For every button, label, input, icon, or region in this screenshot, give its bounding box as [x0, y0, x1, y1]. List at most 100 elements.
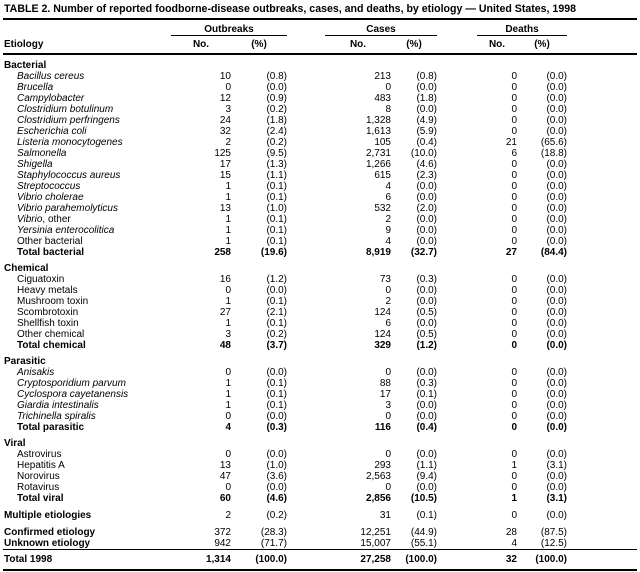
etiology-cell: Shigella: [3, 159, 171, 170]
section-header-row: Chemical: [3, 258, 637, 274]
value-cell: (0.0): [546, 378, 568, 389]
value-cell: 13: [219, 460, 231, 471]
value-cell: (0.0): [546, 285, 568, 296]
value-cell: 47: [219, 471, 231, 482]
value-cell: 0: [385, 285, 391, 296]
etiology-cell: Astrovirus: [3, 449, 171, 460]
value-cell: (0.0): [416, 181, 437, 192]
value-cell: 532: [374, 203, 391, 214]
etiology-cell: Campylobacter: [3, 93, 171, 104]
table-row: Scombrotoxin 27 (2.1) 124 (0.5) 0 (0.0): [3, 307, 637, 318]
value-cell: 2: [385, 296, 391, 307]
column-header-outbreaks-pct: (%): [231, 35, 287, 55]
value-cell: 8,919: [365, 247, 391, 258]
value-cell: 0: [511, 104, 517, 115]
value-cell: (0.1): [266, 400, 287, 411]
value-cell: 8: [385, 104, 391, 115]
value-cell: 0: [511, 225, 517, 236]
value-cell: 60: [219, 493, 231, 504]
etiology-label: Ciguatoxin: [17, 274, 65, 285]
etiology-label: Vibrio parahemolyticus: [17, 203, 118, 214]
etiology-cell: Rotavirus: [3, 482, 171, 493]
etiology-cell: Listeria monocytogenes: [3, 137, 171, 148]
etiology-label: Scombrotoxin: [17, 307, 79, 318]
right-margin: [567, 521, 637, 538]
column-gap: [437, 192, 477, 203]
right-margin: [567, 329, 637, 340]
column-gap: [287, 20, 325, 36]
table-row: Clostridium perfringens 24 (1.8) 1,328 (4.9)…: [3, 115, 637, 126]
right-margin: [567, 247, 637, 258]
value-cell: 1: [225, 318, 231, 329]
column-gap: [437, 378, 477, 389]
table-row: Salmonella 125 (9.5) 2,731 (10.0) 6 (18.8): [3, 148, 637, 159]
table-row: Giardia intestinalis 1 (0.1) 3 (0.0) 0 (0.0): [3, 400, 637, 411]
etiology-cell: Cryptosporidium parvum: [3, 378, 171, 389]
value-cell: (0.1): [266, 214, 287, 225]
column-gap: [437, 236, 477, 247]
value-cell: (4.9): [416, 115, 437, 126]
value-cell: 4: [511, 538, 517, 549]
value-cell: 0: [511, 115, 517, 126]
value-cell: (0.0): [546, 367, 568, 378]
value-cell: (0.0): [546, 411, 568, 422]
value-cell: (0.0): [546, 236, 568, 247]
table-row: Shigella 17 (1.3) 1,266 (4.6) 0 (0.0): [3, 159, 637, 170]
etiology-label: Heavy metals: [17, 285, 78, 296]
column-gap: [287, 93, 325, 104]
value-cell: (0.0): [416, 236, 437, 247]
column-gap: [287, 137, 325, 148]
etiology-cell: Giardia intestinalis: [3, 400, 171, 411]
table-row: Vibrio cholerae 1 (0.1) 6 (0.0) 0 (0.0): [3, 192, 637, 203]
value-cell: (0.0): [546, 126, 568, 137]
value-cell: (0.0): [546, 115, 568, 126]
etiology-label: Multiple etiologies: [4, 510, 92, 521]
spacer: [3, 20, 171, 36]
value-cell: (0.1): [266, 318, 287, 329]
value-cell: (0.0): [266, 367, 287, 378]
value-cell: 21: [505, 137, 517, 148]
value-cell: 124: [374, 307, 391, 318]
right-margin: [567, 400, 637, 411]
table-row: Trichinella spiralis 0 (0.0) 0 (0.0) 0 (0.0): [3, 411, 637, 422]
column-gap: [437, 225, 477, 236]
value-cell: 1,328: [365, 115, 391, 126]
column-gap: [287, 203, 325, 214]
column-gap: [437, 549, 477, 571]
value-cell: 0: [511, 422, 517, 433]
etiology-cell: Vibrio cholerae: [3, 192, 171, 203]
column-gap: [437, 449, 477, 460]
column-gap: [437, 482, 477, 493]
column-gap: [287, 378, 325, 389]
value-cell: 0: [511, 340, 517, 351]
right-margin: [567, 285, 637, 296]
right-margin: [567, 115, 637, 126]
section-header-row: Viral: [3, 433, 637, 449]
value-cell: (100.0): [391, 549, 437, 571]
value-cell: 0: [225, 411, 231, 422]
value-cell: 9: [385, 225, 391, 236]
column-gap: [287, 307, 325, 318]
value-cell: 942: [214, 538, 231, 549]
table-row: Other bacterial 1 (0.1) 4 (0.0) 0 (0.0): [3, 236, 637, 247]
grand-total-row: Total 1998 1,314 (100.0) 27,258 (100.0) 32 (10…: [3, 549, 638, 571]
section-header-row: Bacterial: [3, 54, 637, 71]
etiology-label: Norovirus: [17, 471, 60, 482]
summary-row: Unknown etiology 942 (71.7) 15,007 (55.1) 4 (1…: [3, 538, 637, 550]
value-cell: (4.6): [416, 159, 437, 170]
etiology-label: Streptococcus: [17, 181, 81, 192]
value-cell: (0.2): [266, 137, 287, 148]
etiology-label: Yersinia enterocolitica: [17, 225, 115, 236]
value-cell: (2.3): [416, 170, 437, 181]
value-cell: (0.1): [416, 510, 437, 521]
value-cell: (0.0): [546, 329, 568, 340]
value-cell: (0.0): [546, 159, 568, 170]
value-cell: (1.2): [266, 274, 287, 285]
value-cell: 105: [374, 137, 391, 148]
value-cell: (0.0): [546, 422, 568, 433]
etiology-label: Hepatitis A: [17, 460, 65, 471]
value-cell: (1.2): [416, 340, 437, 351]
value-cell: (0.0): [546, 225, 568, 236]
value-cell: (0.0): [546, 296, 568, 307]
etiology-cell: Hepatitis A: [3, 460, 171, 471]
